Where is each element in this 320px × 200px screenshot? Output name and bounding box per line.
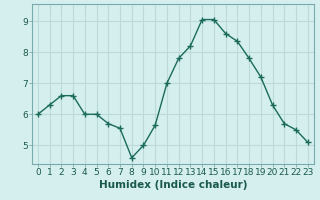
X-axis label: Humidex (Indice chaleur): Humidex (Indice chaleur) — [99, 180, 247, 190]
